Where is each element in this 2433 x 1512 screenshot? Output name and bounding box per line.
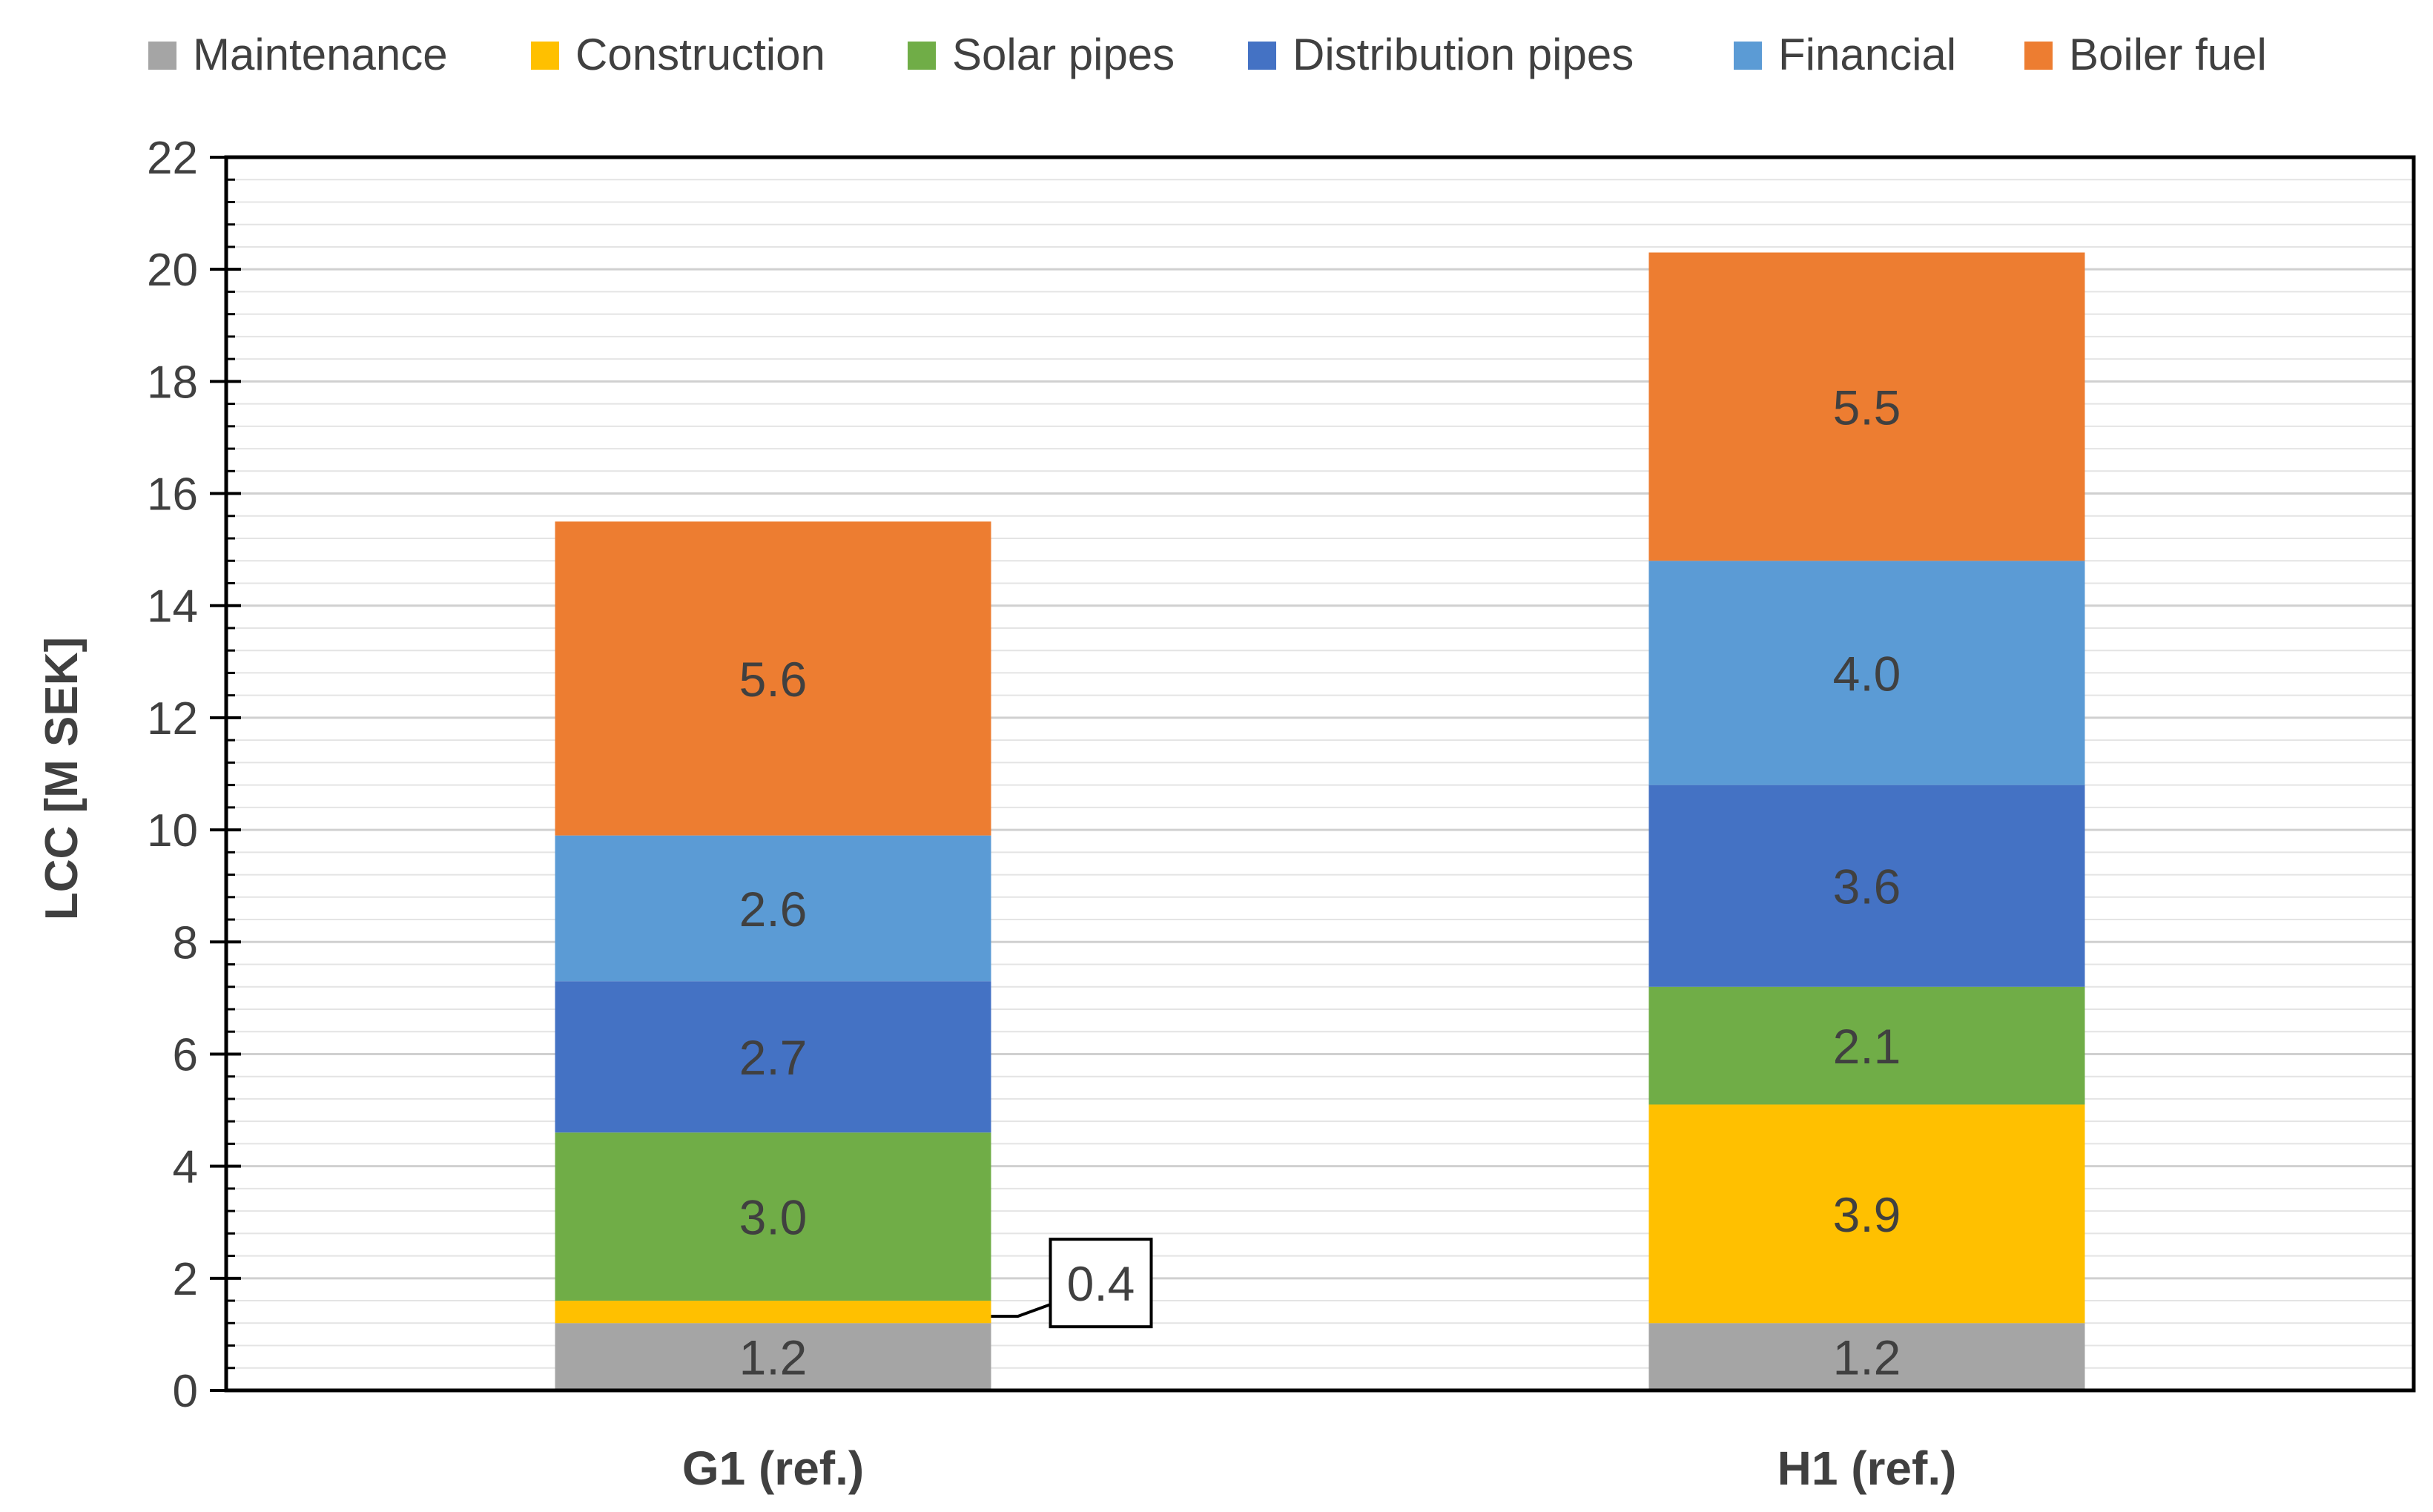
y-tick-label: 4 [173,1142,198,1193]
bar-segment [555,1323,991,1390]
bar-segment [1648,1104,2085,1324]
bar-segment [555,1132,991,1301]
data-label: 1.2 [1833,1330,1901,1385]
bar-segment [1648,252,2085,561]
axes: 0 2 4 6 8 10 12 14 16 18 20 22 G1 (ref.) H1 (ref.) [147,133,2416,1495]
legend-label: Solar pipes [952,30,1175,79]
y-tick-label: 12 [147,693,198,745]
data-label: 0.4 [1067,1256,1135,1311]
y-tick-label: 20 [147,245,198,296]
legend-swatch [908,42,936,70]
legend-label: Distribution pipes [1293,30,1634,79]
y-tick-label: 22 [147,133,198,184]
legend-swatch [148,42,176,70]
bar-segment [1648,1323,2085,1390]
data-label: 5.6 [739,652,808,707]
y-tick-label: 10 [147,805,198,856]
data-label: 2.7 [739,1030,808,1085]
bar-segment [555,1301,991,1324]
x-category-label: H1 (ref.) [1777,1442,1957,1495]
data-label: 2.6 [739,882,808,937]
bar-segment [1648,785,2085,987]
bar-segment [1648,986,2085,1105]
y-tick-label: 6 [173,1029,198,1080]
legend-swatch [1248,42,1276,70]
y-tick-label: 16 [147,469,198,521]
y-tick-label: 8 [173,917,198,968]
bar-segment [555,835,991,982]
legend: Maintenance Construction Solar pipes Distri… [148,30,2267,79]
legend-label: Maintenance [193,30,448,79]
data-label: 3.9 [1833,1187,1901,1242]
data-labels: 1.2 0.4 3.0 2.7 2.6 5.6 1.2 3.9 2.1 3.6 4.0 5.5 [739,380,1901,1384]
data-label: 1.2 [739,1330,808,1385]
legend-swatch [2024,42,2053,70]
bar-segment [555,521,991,836]
bar-segment [555,981,991,1133]
callout-box [1049,1238,1153,1329]
plot-frame [224,155,2416,1393]
legend-swatch [1734,42,1762,70]
data-label: 2.1 [1833,1019,1901,1074]
y-tick-label: 0 [173,1366,198,1417]
data-label: 4.0 [1833,646,1901,701]
gridlines [226,179,2414,1369]
callout-leader [991,1303,1052,1318]
y-tick-label: 2 [173,1254,198,1305]
x-category-label: G1 (ref.) [682,1442,864,1495]
bar-segment [1648,561,2085,785]
bars [555,252,2085,1390]
legend-swatch [531,42,559,70]
legend-label: Construction [575,30,825,79]
legend-label: Boiler fuel [2069,30,2267,79]
y-axis-title: LCC [M SEK] [36,637,88,920]
data-label: 5.5 [1833,380,1901,435]
y-tick-label: 18 [147,357,198,408]
legend-label: Financial [1778,30,1956,79]
data-label: 3.6 [1833,859,1901,914]
y-tick-label: 14 [147,581,198,633]
data-label: 3.0 [739,1190,808,1245]
